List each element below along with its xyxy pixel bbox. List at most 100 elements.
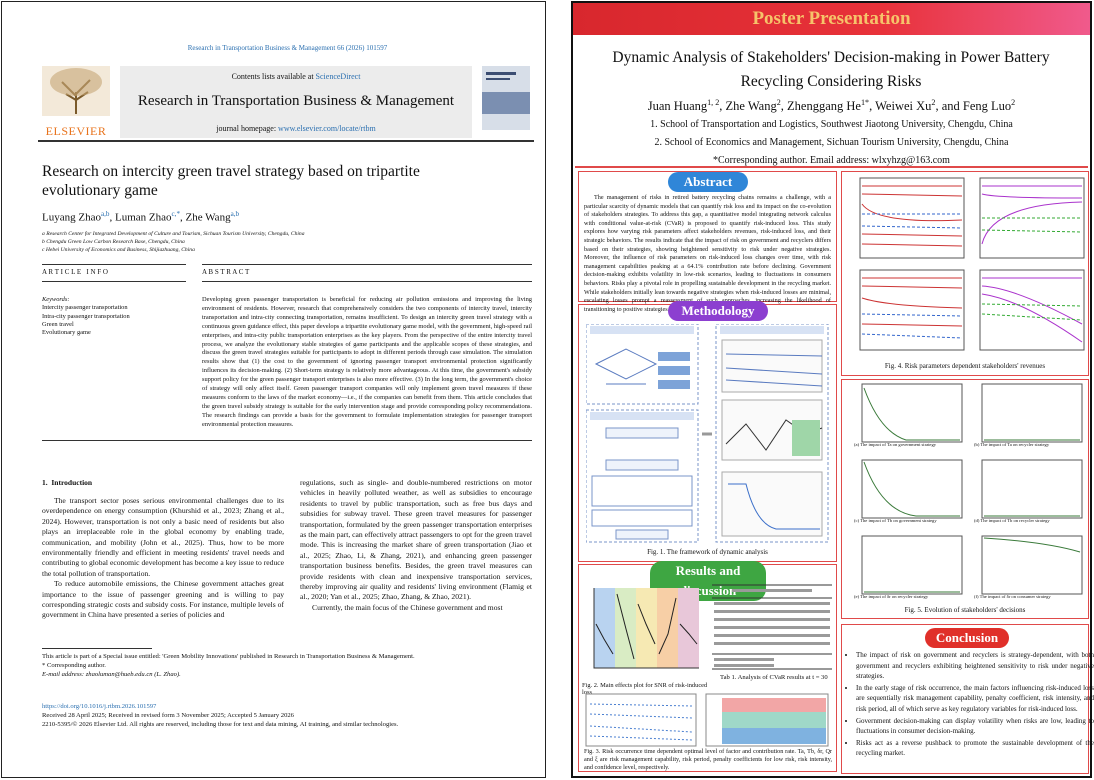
- framework-figure: [586, 324, 829, 543]
- author: Juan Huang: [647, 99, 708, 114]
- copyright: 2210-5395/© 2026 Elsevier Ltd. All right…: [42, 721, 399, 728]
- cover-band: [482, 92, 530, 114]
- corresponding: *Corresponding author. Email address: wl…: [713, 155, 950, 166]
- fig3-plots: [585, 693, 829, 747]
- abstract-heading: A B S T R A C T: [202, 268, 250, 276]
- formula: [591, 509, 693, 527]
- subcaption: (b) The impact of Ta on recycler strateg…: [974, 442, 1050, 447]
- article-meta: https://doi.org/10.1016/j.rtbm.2026.1015…: [42, 702, 532, 729]
- fig5-plots: [861, 383, 1083, 595]
- paper-panel: [1, 1, 546, 778]
- doi-link[interactable]: https://doi.org/10.1016/j.rtbm.2026.1015…: [42, 703, 157, 710]
- fig2-caption: Fig. 2. Main effects plot for SNR of ris…: [582, 682, 708, 696]
- step-title: [590, 326, 694, 334]
- fig1-caption: Fig. 1. The framework of dynamic analysi…: [647, 548, 768, 556]
- poster-abstract: The management of risks in retired batte…: [584, 194, 831, 313]
- subplot: [979, 177, 1085, 259]
- subcaption: (c) The impact of Tb on government strat…: [854, 518, 937, 523]
- subplot: [859, 177, 965, 259]
- subcaption: (d) The impact of Tb on recycler strateg…: [974, 518, 1050, 523]
- keyword: Evolutionary game: [42, 329, 91, 337]
- step-title: [720, 326, 824, 334]
- affiliation: b Chengdu Green Low Carbon Research Base…: [42, 239, 185, 245]
- footnote: * Corresponding author.: [42, 662, 106, 669]
- node: [605, 427, 679, 439]
- paper-authors: Luyang Zhaoa,b, Luman Zhaoc,*, Zhe Wanga…: [42, 210, 240, 224]
- homepage-prefix: journal homepage:: [216, 124, 279, 133]
- band: [594, 588, 615, 668]
- keywords-heading: Keywords:: [42, 296, 70, 303]
- divider: [575, 166, 1088, 168]
- subcaption: (e) The impact of δr on recycler strateg…: [854, 594, 929, 599]
- journal-cover: [482, 66, 530, 130]
- author-sup: 2: [1011, 98, 1016, 107]
- author: Zhenggang He: [787, 99, 861, 114]
- plot: [721, 339, 823, 393]
- conclusion-box: [841, 624, 1089, 774]
- footnote-rule: [42, 648, 152, 649]
- rule: [42, 264, 186, 265]
- fig5-caption: Fig. 5. Evolution of stakeholders' decis…: [904, 606, 1026, 614]
- fig4-box: [841, 171, 1089, 376]
- paragraph: Currently, the main focus of the Chinese…: [312, 602, 503, 612]
- keyword: Green travel: [42, 320, 74, 328]
- intro-col2: regulations, such as single- and double-…: [300, 478, 532, 613]
- cover-title: [486, 78, 510, 80]
- intro-col1: The transport sector poses serious envir…: [42, 496, 284, 621]
- received: Received 28 April 2025; Received in revi…: [42, 712, 294, 719]
- keyword: Intercity passenger transportation: [42, 304, 128, 312]
- subplot-frames: [861, 383, 1083, 595]
- tab1-caption: Tab 1. Analysis of CVaR results at t = 3…: [720, 674, 828, 681]
- intro-heading: 1. Introduction: [42, 478, 93, 487]
- logo-canopy: [50, 68, 102, 96]
- conclusion-item: The impact of risk on government and rec…: [856, 650, 1094, 682]
- node: [658, 352, 690, 361]
- node: [658, 380, 690, 389]
- plot: [721, 471, 823, 537]
- homepage-line: journal homepage: www.elsevier.com/locat…: [120, 124, 472, 133]
- table-cells: [714, 589, 830, 667]
- table-rule: [712, 584, 832, 670]
- rule: [42, 440, 532, 441]
- formula: [591, 475, 693, 507]
- subplot: [979, 269, 1085, 351]
- rule: [42, 281, 186, 282]
- poster-panel: [571, 1, 1092, 778]
- plot-bars: [792, 420, 820, 456]
- poster-affiliations: 1. School of Transportation and Logistic…: [580, 116, 1083, 170]
- poster-title: Dynamic Analysis of Stakeholders' Decisi…: [612, 49, 1050, 90]
- paragraph: The transport sector poses serious envir…: [42, 496, 284, 578]
- poster-banner: Poster Presentation: [573, 3, 1090, 35]
- author: Weiwei Xu: [875, 99, 932, 114]
- author-sup: a,b: [230, 210, 240, 218]
- footnotes: This article is part of a Special issue …: [42, 652, 532, 679]
- poster-authors: Juan Huang1, 2, Zhe Wang2, Zhenggang He1…: [647, 98, 1016, 114]
- paper-title: Research on intercity green travel strat…: [42, 163, 420, 199]
- rule: [202, 264, 532, 265]
- affiliation: 1. School of Transportation and Logistic…: [650, 119, 1013, 130]
- cover-title: [486, 72, 516, 75]
- step-box: [586, 324, 699, 405]
- results-heading: Results and discussion: [650, 561, 766, 601]
- article-info-heading: A R T I C L E I N F O: [42, 268, 108, 276]
- author: Zhe Wang: [185, 211, 231, 224]
- author-sup: c,*: [171, 210, 181, 218]
- homepage-link[interactable]: www.elsevier.com/locate/rtbm: [278, 124, 376, 133]
- footnote: E-mail address: zhaoluman@hueb.edu.cn (L…: [42, 671, 181, 678]
- conclusion-item: In the early stage of risk occurrence, t…: [856, 683, 1094, 715]
- author-sup: 2: [931, 98, 936, 107]
- plot: [585, 693, 697, 747]
- elsevier-logo: [42, 66, 110, 116]
- footnote: This article is part of a Special issue …: [42, 653, 415, 660]
- fig2-plot: [593, 588, 699, 669]
- header-rule: [38, 140, 534, 142]
- abstract-heading: Abstract: [668, 172, 748, 192]
- subcaption: (f) The impact of δr on consumer strateg…: [974, 594, 1051, 599]
- subplot-curves: [863, 387, 1081, 593]
- stacked-bars: [722, 698, 826, 744]
- affiliation: a Research Center for Integrated Develop…: [42, 231, 305, 237]
- publisher: ELSEVIER: [45, 124, 107, 138]
- author-sup: 1, 2: [707, 98, 720, 107]
- rule: [202, 281, 532, 282]
- sciencedirect-link[interactable]: ScienceDirect: [315, 72, 361, 81]
